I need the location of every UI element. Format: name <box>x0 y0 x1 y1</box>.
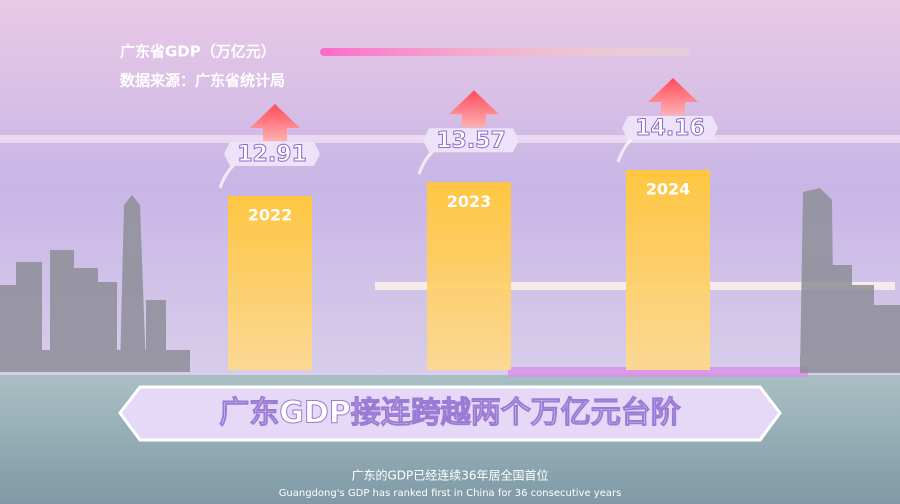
city-skyline-left <box>0 195 190 372</box>
caption-english: Guangdong's GDP has ranked first in Chin… <box>279 488 622 499</box>
category-label: 2023 <box>447 192 492 211</box>
chart-subtitle: 数据来源：广东省统计局 <box>120 72 285 90</box>
bar <box>626 170 710 370</box>
value-label: 12.91 <box>237 142 307 167</box>
up-arrow <box>449 90 499 128</box>
up-arrow <box>250 104 300 141</box>
light-band <box>508 367 808 377</box>
chart-title: 广东省GDP（万亿元） <box>120 43 276 61</box>
title-streak <box>320 48 690 56</box>
headline-banner <box>118 385 782 442</box>
headline: 广东GDP接连跨越两个万亿元台阶 <box>219 396 681 431</box>
city-skyline-right <box>800 188 900 373</box>
value-label-pill <box>224 142 320 166</box>
value-label: 13.57 <box>436 128 506 153</box>
bar <box>427 182 511 370</box>
value-label: 14.16 <box>635 116 705 141</box>
category-label: 2024 <box>646 180 691 199</box>
caption: 广东的GDP已经连续36年居全国首位 <box>351 468 548 483</box>
value-label-pill <box>423 128 519 153</box>
bar <box>228 196 312 370</box>
up-arrow <box>648 78 698 115</box>
value-label-pill <box>622 116 718 140</box>
category-label: 2022 <box>248 206 293 225</box>
